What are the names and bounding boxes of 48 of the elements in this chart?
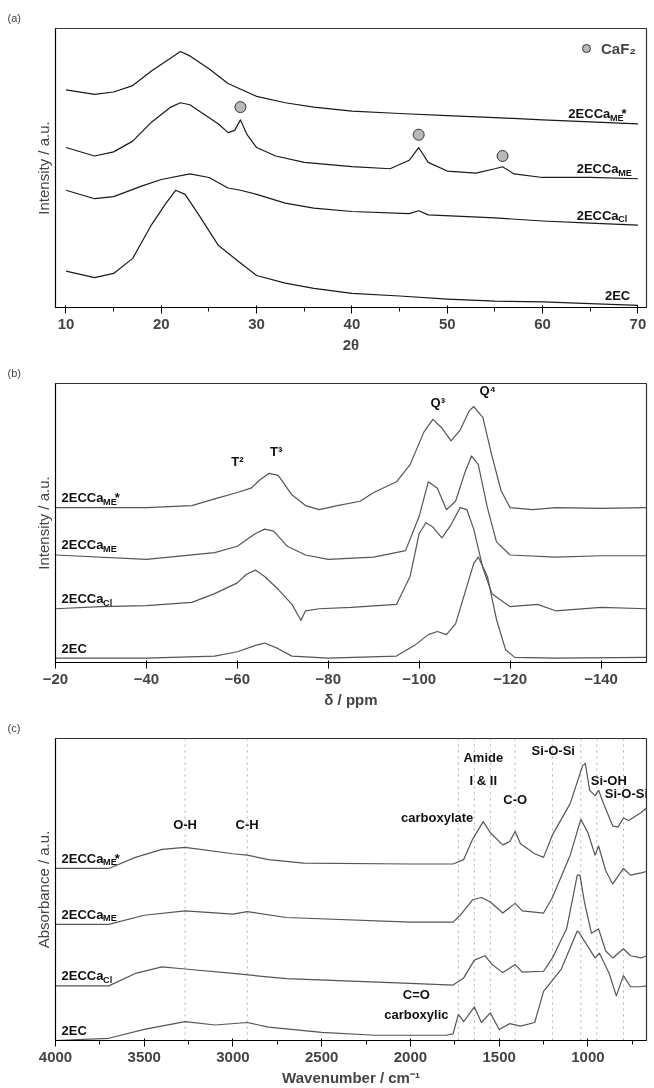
annotation: Si-O-Si [531, 742, 575, 758]
x-tick-label: −100 [402, 669, 437, 687]
x-tick-label: 20 [152, 314, 170, 332]
x-tick-label: 70 [629, 314, 647, 332]
legend-label: CaF₂ [600, 39, 636, 57]
x-tick-label: 2500 [305, 1047, 339, 1065]
y-axis-title: Absorbance / a.u. [34, 830, 52, 949]
annotation: I & II [469, 772, 498, 788]
x-tick-label: 30 [248, 314, 265, 332]
annotation: Amide [463, 750, 504, 766]
annotation: Q⁴ [479, 383, 497, 399]
x-tick-label: 4000 [38, 1047, 73, 1065]
annotation: Q³ [430, 394, 446, 410]
chart-title: (c) [7, 721, 21, 734]
chart-title: (a) [7, 11, 21, 24]
x-tick-label: 50 [438, 314, 456, 332]
x-tick-label: 60 [534, 314, 551, 332]
x-tick-label: 1500 [482, 1047, 516, 1065]
x-tick-label: −60 [224, 669, 251, 687]
series-label: 2EC [61, 640, 88, 656]
series-label: 2EC [61, 1023, 88, 1038]
x-tick-label: −140 [584, 669, 618, 687]
y-axis-title: Intensity / a.u. [34, 121, 52, 215]
x-tick-label: 3000 [216, 1047, 250, 1065]
chart-title: (b) [7, 366, 21, 379]
series-label: 2EC [604, 287, 631, 303]
x-tick-label: −20 [42, 669, 69, 687]
x-tick-label: −120 [493, 669, 528, 687]
x-tick-label: 40 [343, 314, 361, 332]
annotation: C-H [235, 816, 259, 832]
annotation: carboxylic [384, 1006, 449, 1022]
x-tick-label: −80 [315, 669, 341, 687]
x-axis-title: Wavenumber / cm⁻¹ [282, 1068, 420, 1086]
x-tick-label: 3500 [127, 1047, 161, 1065]
annotation: carboxylate [401, 810, 474, 826]
annotation: O-H [173, 816, 197, 832]
x-tick-label: −40 [133, 669, 160, 687]
y-axis-title: Intensity / a.u. [34, 476, 52, 570]
annotation: C-O [503, 791, 528, 807]
x-axis-title: 2θ [342, 335, 360, 353]
x-axis-title: δ / ppm [324, 690, 378, 708]
annotation: Si-OH [590, 772, 627, 788]
x-tick-label: 10 [57, 314, 75, 332]
annotation: C=O [402, 986, 430, 1002]
x-tick-label: 1000 [571, 1047, 605, 1065]
x-tick-label: 2000 [393, 1047, 428, 1065]
annotation: T³ [270, 443, 283, 459]
annotation: T² [231, 454, 245, 470]
